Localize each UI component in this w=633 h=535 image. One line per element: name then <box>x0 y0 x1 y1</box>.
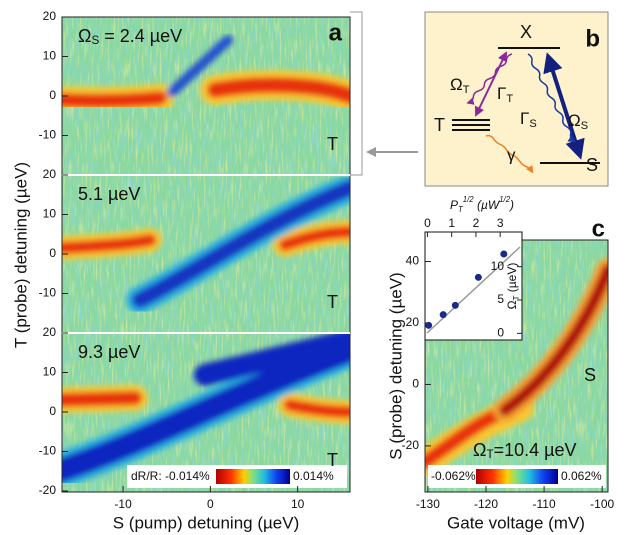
panel-b <box>424 11 609 187</box>
state-label: S <box>584 365 596 385</box>
y-tick-label: 0 <box>49 246 56 260</box>
state-label: T <box>327 292 338 312</box>
text-part: P <box>450 198 458 212</box>
x-tick-label: 3 <box>497 216 504 230</box>
y-tick-label: 0 <box>497 326 504 340</box>
panel-c-map <box>424 231 609 493</box>
y-tick-label: 10 <box>491 259 505 273</box>
x-tick-label: -10 <box>114 497 132 511</box>
x-tick-label: 10 <box>291 497 305 511</box>
y-tick-label: -10 <box>39 128 57 142</box>
text-part: (µeV) <box>505 263 519 296</box>
y-axis-label: T (probe) detuning (µeV) <box>11 162 30 348</box>
text-part: = 2.4 µeV <box>99 26 182 46</box>
y-tick-label: 20 <box>43 325 57 339</box>
text-part: ) <box>508 198 514 212</box>
text-part: Ω <box>78 26 91 46</box>
x-tick-label: 2 <box>473 216 480 230</box>
y-tick-label: -20 <box>39 483 57 497</box>
y-tick-label: 20 <box>43 167 57 181</box>
inset-x-label: PT1/2 (µW1/2) <box>450 195 514 214</box>
decay-t: ΓT <box>497 84 513 104</box>
panel-label: c <box>592 215 605 242</box>
level-label: X <box>520 22 532 42</box>
x-axis-label: S (pump) detuning (µeV) <box>113 513 300 532</box>
text-part: T <box>506 93 513 105</box>
text-part: 5.1 µeV <box>78 184 140 204</box>
y-tick-label: -10 <box>39 286 57 300</box>
inset-point <box>474 273 482 281</box>
text-part: T <box>512 295 521 300</box>
y-tick-label: 0 <box>49 404 56 418</box>
decay-gamma: γ <box>507 145 516 164</box>
level-label: S <box>586 155 598 175</box>
panel-label: a <box>329 19 343 46</box>
text-part: S <box>91 34 99 47</box>
y-tick-label: 40 <box>406 254 420 268</box>
y-tick-label: 10 <box>43 207 57 221</box>
y-tick-label: 0 <box>412 377 419 391</box>
text-part: T <box>458 205 464 214</box>
colorbar-low: -0.062% <box>431 469 476 483</box>
x-tick-label: -120 <box>474 497 498 511</box>
inset-point <box>500 250 508 258</box>
panel-a-maps <box>61 16 351 493</box>
text-part: 1/2 <box>499 195 511 204</box>
inset-point <box>451 301 459 309</box>
text-part: Γ <box>520 109 529 128</box>
text-part: (µW <box>474 198 501 212</box>
x-tick-label: 1 <box>448 216 455 230</box>
row-annotation: 9.3 µeV <box>78 342 140 362</box>
colorbar-low: dR/R: -0.014% <box>131 469 210 483</box>
x-tick-label: -130 <box>416 497 440 511</box>
decay-s: ΓS <box>520 109 537 129</box>
inset-point <box>439 311 447 319</box>
bracket <box>350 11 418 176</box>
inset-y-label: ΩT (µeV) <box>505 263 521 310</box>
y-tick-label: 20 <box>406 315 420 329</box>
x-tick-label: 0 <box>207 497 214 511</box>
level-label: T <box>434 115 445 135</box>
colorbar-high: 0.014% <box>293 469 334 483</box>
text-part: =10.4 µeV <box>494 440 577 460</box>
text-part: Ω <box>450 75 463 94</box>
panel-label: b <box>585 25 600 52</box>
x-tick-label: -110 <box>533 497 556 511</box>
state-label: T <box>327 134 338 154</box>
y-tick-label: 0 <box>49 88 56 102</box>
x-tick-label: 0 <box>424 216 431 230</box>
text-part: 9.3 µeV <box>78 342 140 362</box>
y-tick-label: -20 <box>402 438 420 452</box>
y-tick-label: 5 <box>497 292 504 306</box>
text-part: Ω <box>568 111 581 130</box>
state-label: T <box>327 450 338 470</box>
row-annotation: 5.1 µeV <box>78 184 140 204</box>
text-part: S <box>529 118 536 130</box>
y-tick-label: 20 <box>43 9 57 23</box>
y-tick-label: 10 <box>43 365 57 379</box>
y-tick-label: -10 <box>39 444 57 458</box>
y-tick-label: 10 <box>43 49 57 63</box>
text-part: Ω <box>473 440 486 460</box>
y-axis-label: S (probe) detuning (µeV) <box>386 272 405 459</box>
row-annotation: ΩS = 2.4 µeV <box>78 26 182 47</box>
text-part: 1/2 <box>463 195 475 204</box>
text-part: Ω <box>505 300 519 309</box>
inset-point <box>425 321 433 329</box>
text-part: Γ <box>497 84 506 103</box>
text-part: T <box>486 448 493 461</box>
rabi-s: ΩS <box>568 111 588 131</box>
text-part: T <box>463 84 470 96</box>
rabi-t: ΩT <box>450 75 470 95</box>
x-axis-label: Gate voltage (mV) <box>447 513 585 532</box>
colorbar-high: 0.062% <box>561 469 602 483</box>
x-tick-label: -100 <box>590 497 614 511</box>
text-part: S <box>581 120 588 132</box>
panel-annotation: ΩT=10.4 µeV <box>473 440 577 461</box>
